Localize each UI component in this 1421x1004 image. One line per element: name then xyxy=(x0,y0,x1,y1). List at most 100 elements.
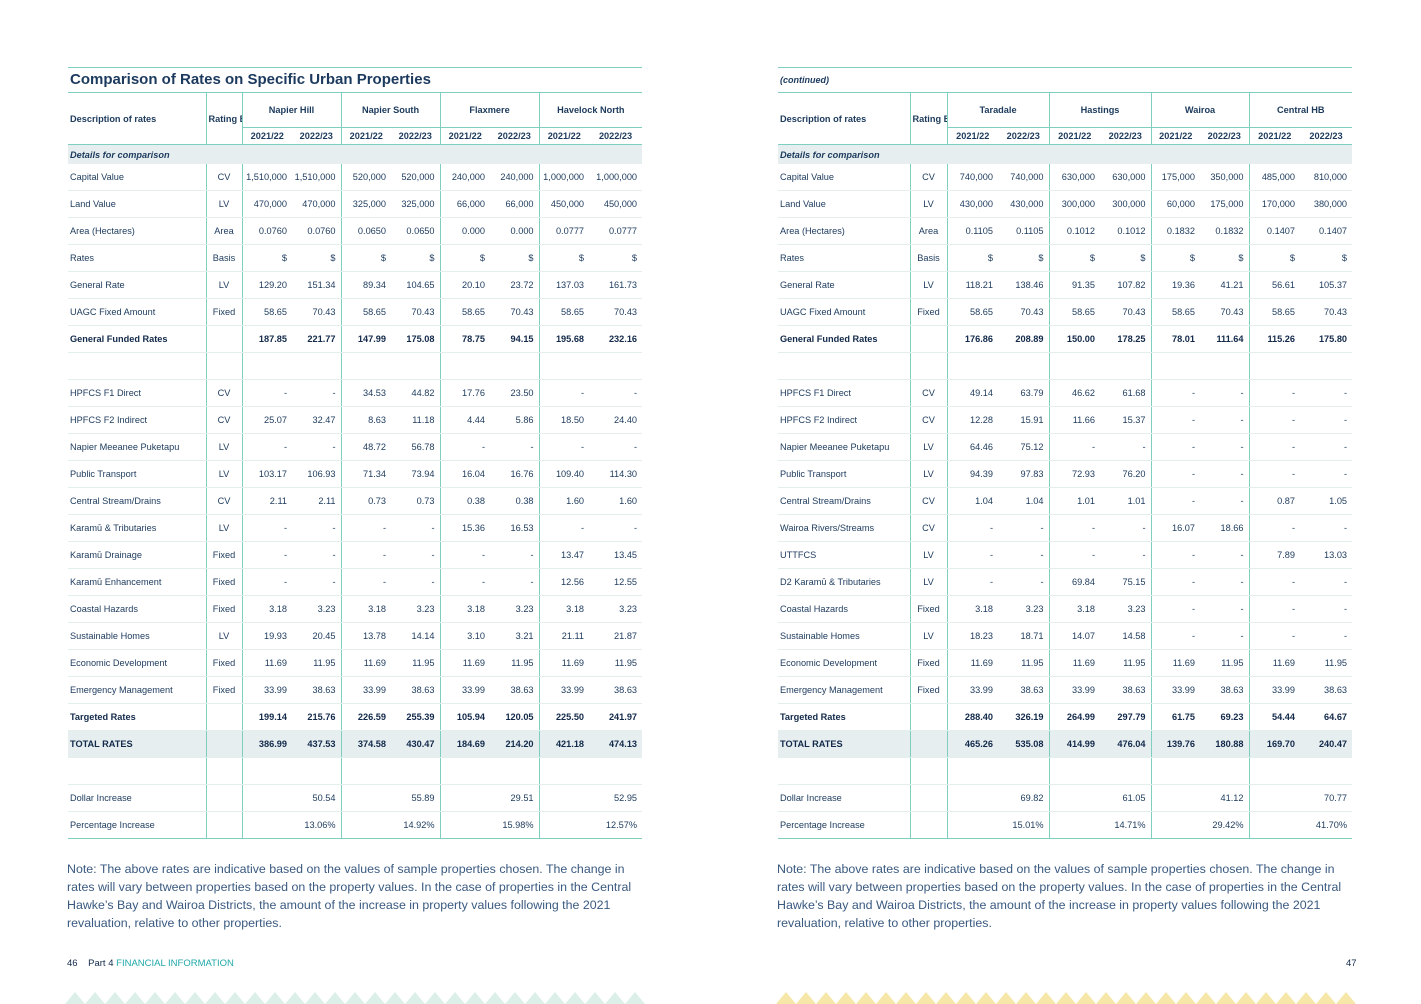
year-header: 2021/22 xyxy=(1150,127,1201,145)
row-rating-basis xyxy=(205,730,242,758)
row-rating-basis: CV xyxy=(909,487,947,515)
value-cell: 5.86 xyxy=(490,406,540,434)
row-description: Land Value xyxy=(778,190,910,218)
value-cell: $ xyxy=(998,244,1050,272)
row-rating-basis xyxy=(205,703,242,731)
value-cell: 485,000 xyxy=(1248,164,1301,191)
row-description: Napier Meeanee Puketapu xyxy=(778,433,910,461)
row-description: UAGC Fixed Amount xyxy=(68,298,206,326)
value-cell xyxy=(946,784,998,812)
value-cell: - xyxy=(1248,379,1301,407)
value-cell: 50.54 xyxy=(292,784,342,812)
value-cell: 3.18 xyxy=(538,595,590,623)
value-cell xyxy=(589,352,643,380)
row-description: UTTFCS xyxy=(778,541,910,569)
value-cell: 326.19 xyxy=(998,703,1050,731)
value-cell: - xyxy=(1300,460,1353,488)
value-cell: 414.99 xyxy=(1048,730,1101,758)
value-cell xyxy=(1100,352,1152,380)
row-description: General Funded Rates xyxy=(778,325,910,353)
value-cell: 740,000 xyxy=(998,164,1050,191)
row-description: Rates xyxy=(778,244,910,272)
value-cell: - xyxy=(1150,379,1201,407)
value-cell: 175.80 xyxy=(1300,325,1353,353)
value-cell: 15.91 xyxy=(998,406,1050,434)
table-title: Comparison of Rates on Specific Urban Pr… xyxy=(68,67,642,93)
table-row: Dollar Increase 50.54 55.89 29.51 52.95 xyxy=(68,784,643,812)
value-cell: 16.76 xyxy=(490,460,540,488)
value-cell: 111.64 xyxy=(1200,325,1250,353)
year-header: 2021/22 xyxy=(946,127,998,145)
table-row: HPFCS F1 Direct CV 49.14 63.79 46.62 61.68- - -… xyxy=(778,379,1353,407)
value-cell: 38.63 xyxy=(1300,676,1353,704)
value-cell: 29.42% xyxy=(1200,811,1250,839)
value-cell: 33.99 xyxy=(1150,676,1201,704)
value-cell: 33.99 xyxy=(439,676,491,704)
value-cell: 297.79 xyxy=(1100,703,1152,731)
value-cell: 41.21 xyxy=(1200,271,1250,299)
value-cell xyxy=(998,352,1050,380)
value-cell: 20.45 xyxy=(292,622,342,650)
value-cell: 139.76 xyxy=(1150,730,1201,758)
value-cell: $ xyxy=(292,244,342,272)
value-cell: 70.43 xyxy=(1200,298,1250,326)
value-cell xyxy=(1150,352,1201,380)
value-cell: - xyxy=(998,541,1050,569)
row-rating-basis: LV xyxy=(205,433,242,461)
row-rating-basis: CV xyxy=(909,514,947,542)
row-description: TOTAL RATES xyxy=(68,730,206,758)
value-cell: 33.99 xyxy=(340,676,392,704)
value-cell: 241.97 xyxy=(589,703,643,731)
row-rating-basis: LV xyxy=(205,514,242,542)
value-cell: - xyxy=(439,568,491,596)
value-cell xyxy=(538,784,590,812)
value-cell: 450,000 xyxy=(589,190,643,218)
row-rating-basis: Fixed xyxy=(909,298,947,326)
table-row: TOTAL RATES 386.99 437.53 374.58 430.47 184.6… xyxy=(68,730,643,758)
table-row: UTTFCS LV - - - - - -7.89 13.03 xyxy=(778,541,1353,569)
value-cell: 52.95 xyxy=(589,784,643,812)
table-row: HPFCS F1 Direct CV - -34.53 44.82 17.76 23.50-… xyxy=(68,379,643,407)
value-cell: 175,000 xyxy=(1200,190,1250,218)
value-cell: 105.94 xyxy=(439,703,491,731)
table-row: Capital Value CV 740,000 740,000 630,000 630,… xyxy=(778,164,1353,191)
row-description: Rates xyxy=(68,244,206,272)
value-cell: 3.23 xyxy=(391,595,441,623)
rates-table-container: (continued) Description of rates Rating … xyxy=(778,67,1353,839)
row-description: Area (Hectares) xyxy=(68,217,206,245)
rates-table: Description of rates Rating Basis Napier… xyxy=(68,93,643,839)
value-cell: 70.43 xyxy=(998,298,1050,326)
page-number: 47 xyxy=(1346,958,1357,969)
value-cell: 1.04 xyxy=(998,487,1050,515)
value-cell: 16.53 xyxy=(490,514,540,542)
row-rating-basis: CV xyxy=(909,164,947,191)
value-cell: 120.05 xyxy=(490,703,540,731)
table-row: HPFCS F2 Indirect CV 12.28 15.91 11.66 15.37-… xyxy=(778,406,1353,434)
row-description: Karamū Drainage xyxy=(68,541,206,569)
value-cell: - xyxy=(1150,541,1201,569)
value-cell: 161.73 xyxy=(589,271,643,299)
value-cell: 240,000 xyxy=(490,164,540,191)
value-cell: 18.71 xyxy=(998,622,1050,650)
footer-section: FINANCIAL INFORMATION xyxy=(116,958,234,969)
row-rating-basis: LV xyxy=(909,541,947,569)
value-cell: - xyxy=(1200,622,1250,650)
value-cell: 350,000 xyxy=(1200,164,1250,191)
value-cell: 103.17 xyxy=(241,460,292,488)
value-cell: 115.26 xyxy=(1248,325,1301,353)
value-cell: 3.18 xyxy=(340,595,392,623)
value-cell xyxy=(340,352,392,380)
row-rating-basis xyxy=(205,325,242,353)
value-cell: - xyxy=(490,433,540,461)
value-cell: 56.78 xyxy=(391,433,441,461)
value-cell: 11.95 xyxy=(1100,649,1152,677)
value-cell: 520,000 xyxy=(391,164,441,191)
value-cell: 70.43 xyxy=(490,298,540,326)
table-row: Napier Meeanee Puketapu LV 64.46 75.12- - - - -… xyxy=(778,433,1353,461)
value-cell: 421.18 xyxy=(538,730,590,758)
row-rating-basis: Fixed xyxy=(205,595,242,623)
value-cell: - xyxy=(1300,514,1353,542)
value-cell: - xyxy=(1150,595,1201,623)
value-cell: - xyxy=(1200,568,1250,596)
row-rating-basis: Basis xyxy=(909,244,947,272)
